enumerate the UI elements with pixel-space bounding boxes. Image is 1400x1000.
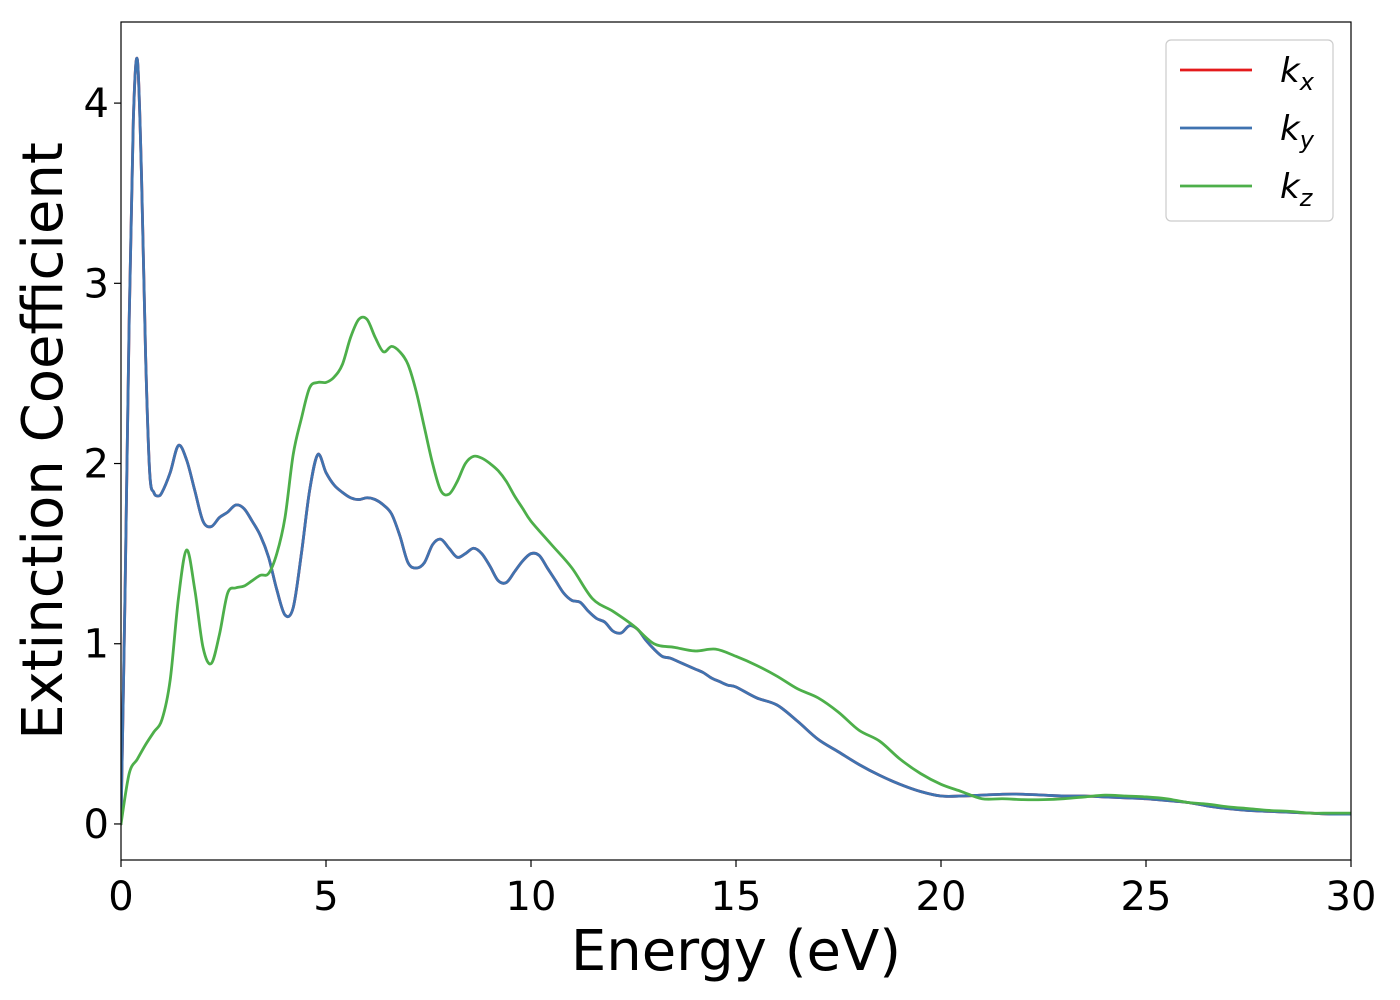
- x-axis-ticks: 0 5 10 15 20 25 30: [108, 860, 1376, 920]
- legend-label-x: kx: [1280, 51, 1315, 96]
- x-tick-label: 0: [108, 874, 133, 920]
- legend-label-y: ky: [1280, 109, 1315, 154]
- y-axis-ticks: 0 1 2 3 4: [84, 81, 121, 848]
- x-tick-label: 15: [711, 874, 762, 920]
- x-tick-label: 10: [506, 874, 557, 920]
- x-tick-label: 5: [313, 874, 338, 920]
- y-tick-label: 0: [84, 802, 109, 848]
- legend: kx ky kz: [1165, 39, 1334, 222]
- series-layer: [121, 56, 1351, 826]
- x-tick-label: 30: [1326, 874, 1377, 920]
- legend-box: [1165, 39, 1334, 222]
- y-tick-label: 3: [84, 261, 109, 307]
- y-tick-label: 1: [84, 622, 109, 668]
- y-tick-label: 4: [84, 81, 109, 127]
- y-tick-label: 2: [84, 442, 109, 488]
- series-line-z: [121, 315, 1351, 826]
- x-tick-label: 25: [1121, 874, 1172, 920]
- x-tick-label: 20: [916, 874, 967, 920]
- series-line-y: [121, 56, 1351, 826]
- y-axis-label: Extinction Coefficient: [11, 142, 76, 740]
- x-axis-label: Energy (eV): [571, 919, 901, 984]
- legend-label-z: kz: [1280, 167, 1314, 212]
